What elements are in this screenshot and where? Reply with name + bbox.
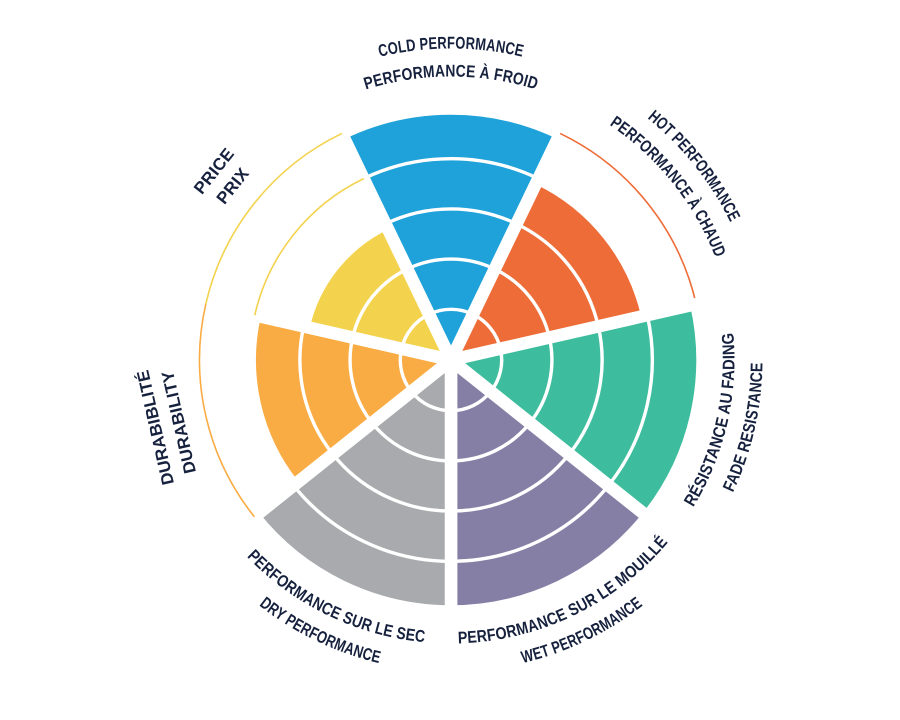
svg-text:PERFORMANCE À FROID: PERFORMANCE À FROID <box>362 61 541 93</box>
svg-text:COLD PERFORMANCE: COLD PERFORMANCE <box>376 33 525 60</box>
